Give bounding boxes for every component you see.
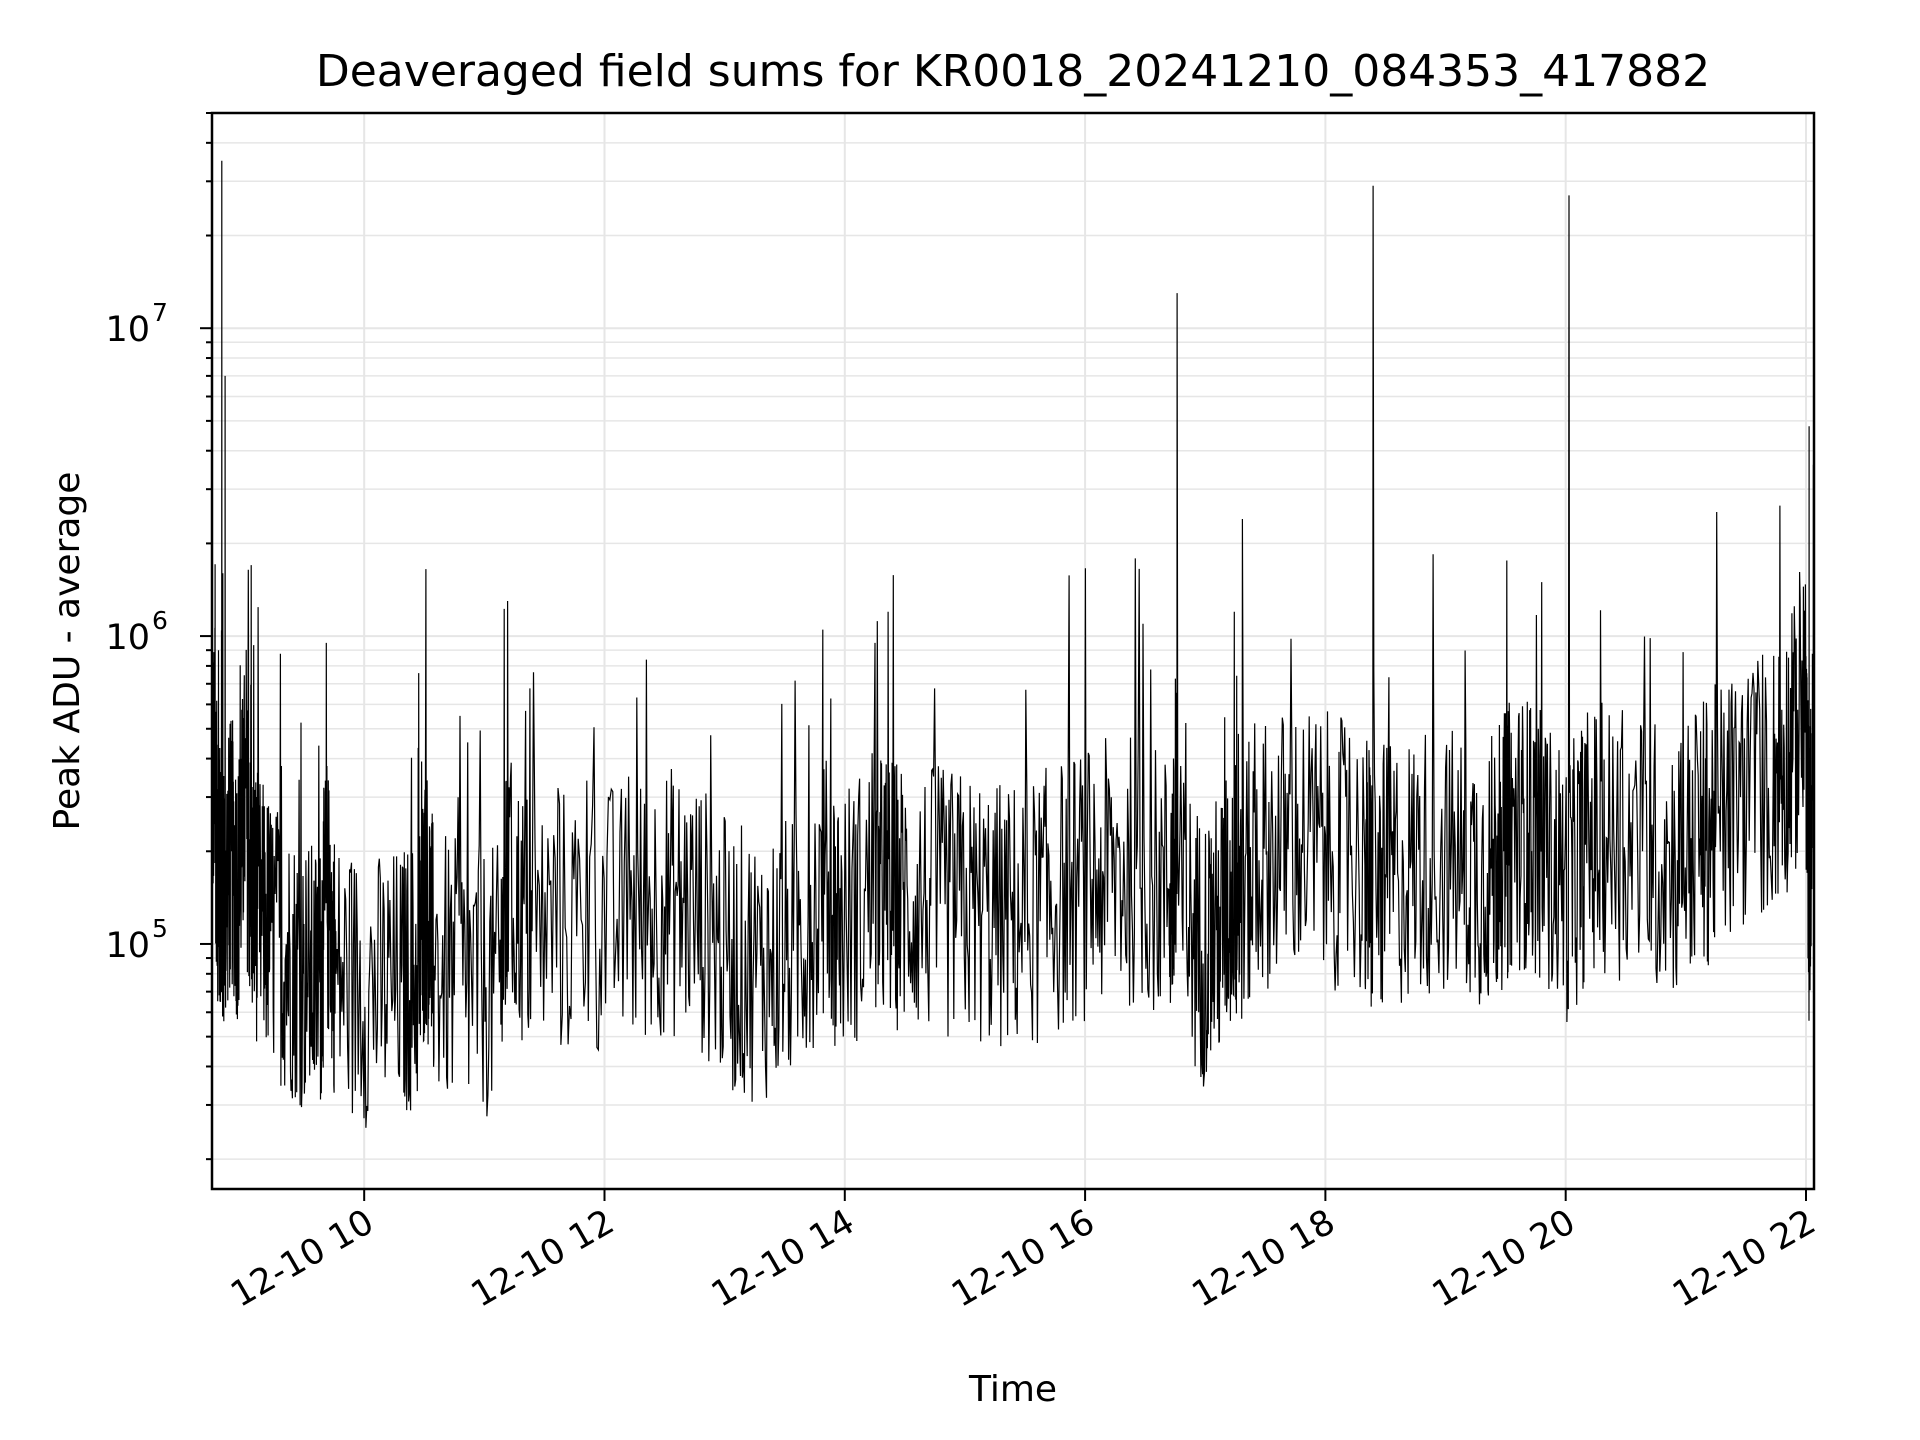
y-tick-label: 10 bbox=[105, 618, 150, 658]
x-tick-label: 12-10 14 bbox=[705, 1202, 861, 1315]
y-tick-exponent: 6 bbox=[152, 606, 168, 635]
grid-lines bbox=[212, 112, 1814, 1189]
x-axis-ticks: 12-10 10 12-10 12 12-10 14 12-10 16 12-10 18… bbox=[224, 1189, 1822, 1315]
x-tick-label: 12-10 10 bbox=[224, 1202, 380, 1315]
x-tick-label: 12-10 18 bbox=[1186, 1202, 1342, 1315]
y-tick-exponent: 7 bbox=[152, 298, 168, 327]
x-tick-label: 12-10 12 bbox=[465, 1202, 621, 1315]
y-axis-label: Peak ADU - average bbox=[47, 472, 88, 831]
x-tick-label: 12-10 16 bbox=[945, 1202, 1101, 1315]
x-tick-label: 12-10 22 bbox=[1666, 1202, 1822, 1315]
y-tick-exponent: 5 bbox=[152, 914, 168, 943]
plot-area bbox=[212, 160, 1814, 1128]
chart-title: Deaveraged field sums for KR0018_2024121… bbox=[316, 46, 1710, 97]
y-tick-label: 10 bbox=[105, 310, 150, 350]
y-tick-label: 10 bbox=[105, 926, 150, 966]
series-line bbox=[212, 160, 1814, 1128]
x-axis-label: Time bbox=[968, 1369, 1057, 1410]
x-tick-label: 12-10 20 bbox=[1426, 1202, 1582, 1315]
